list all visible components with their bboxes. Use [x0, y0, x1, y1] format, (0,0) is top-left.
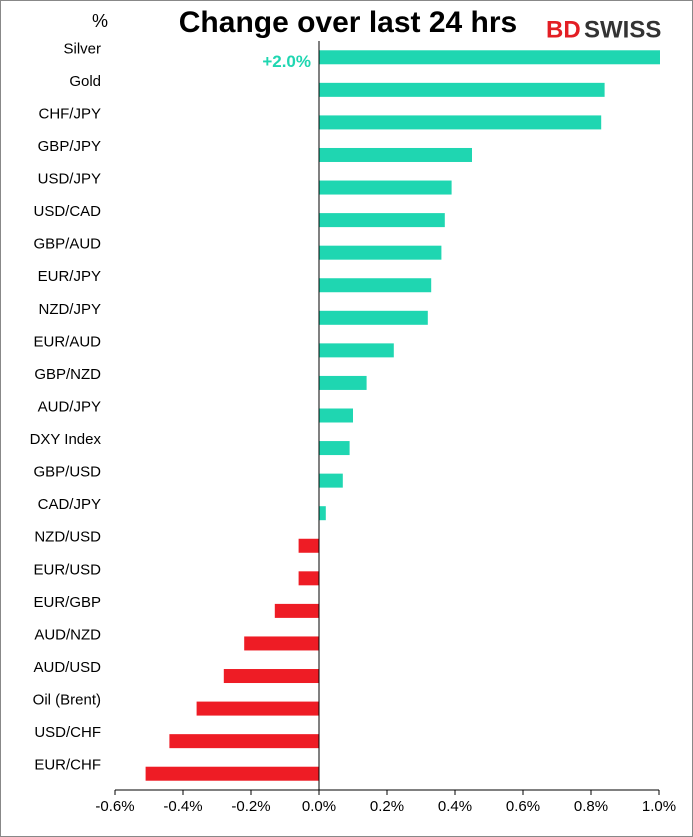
- bar: [319, 310, 428, 325]
- y-tick-label: AUD/NZD: [34, 626, 101, 643]
- x-tick-label: -0.4%: [163, 798, 202, 815]
- bar: [274, 603, 319, 618]
- y-tick-label: Silver: [63, 40, 101, 57]
- value-label: +2.0%: [262, 52, 311, 71]
- bar: [319, 50, 660, 65]
- bar: [319, 115, 602, 130]
- bar: [319, 245, 442, 260]
- y-tick-label: EUR/USD: [33, 561, 101, 578]
- y-tick-label: AUD/USD: [33, 659, 101, 676]
- y-axis-label: %: [92, 11, 108, 31]
- bar: [319, 213, 445, 228]
- y-tick-label: USD/JPY: [38, 171, 101, 188]
- bar: [298, 538, 319, 553]
- y-tick-label: CHF/JPY: [38, 105, 101, 122]
- bar: [169, 734, 319, 749]
- bar: [319, 278, 432, 293]
- x-tick-label: 0.0%: [302, 798, 336, 815]
- y-tick-label: NZD/JPY: [38, 301, 101, 318]
- y-tick-label: AUD/JPY: [38, 398, 101, 415]
- x-tick-label: -0.6%: [95, 798, 134, 815]
- logo-swiss: SWISS: [584, 16, 661, 43]
- chart-title: Change over last 24 hrs: [179, 6, 517, 39]
- y-tick-label: CAD/JPY: [38, 496, 101, 513]
- bar: [319, 180, 452, 195]
- y-tick-label: USD/CHF: [34, 724, 101, 741]
- x-tick-label: 0.6%: [506, 798, 540, 815]
- y-tick-label: EUR/GBP: [33, 594, 101, 611]
- x-tick-label: 0.8%: [574, 798, 608, 815]
- bar: [196, 701, 319, 716]
- y-tick-label: EUR/CHF: [34, 757, 101, 774]
- bar: [319, 375, 367, 390]
- x-tick-label: 0.4%: [438, 798, 472, 815]
- bar: [298, 571, 319, 586]
- y-tick-label: USD/CAD: [33, 203, 101, 220]
- bar: [223, 669, 319, 684]
- bar: [319, 408, 353, 423]
- y-tick-label: DXY Index: [30, 431, 102, 448]
- bar: [244, 636, 319, 651]
- y-tick-label: EUR/AUD: [33, 333, 101, 350]
- y-tick-label: GBP/NZD: [34, 366, 101, 383]
- plot: [145, 50, 660, 781]
- y-tick-label: Gold: [69, 73, 101, 90]
- bar: [319, 343, 394, 358]
- y-tick-label: Oil (Brent): [33, 692, 101, 709]
- y-tick-label: GBP/JPY: [38, 138, 101, 155]
- x-tick-label: 1.0%: [642, 798, 676, 815]
- bar: [319, 473, 343, 488]
- bar: [319, 441, 350, 456]
- y-tick-label: EUR/JPY: [38, 268, 101, 285]
- y-tick-label: GBP/AUD: [33, 236, 101, 253]
- bar: [145, 766, 319, 781]
- x-tick-label: -0.2%: [231, 798, 270, 815]
- y-tick-label: NZD/USD: [34, 529, 101, 546]
- x-tick-label: 0.2%: [370, 798, 404, 815]
- bar: [319, 506, 326, 521]
- y-tick-label: GBP/USD: [33, 464, 101, 481]
- bar: [319, 147, 472, 162]
- bar: [319, 82, 605, 97]
- logo-bd: BD: [546, 16, 581, 43]
